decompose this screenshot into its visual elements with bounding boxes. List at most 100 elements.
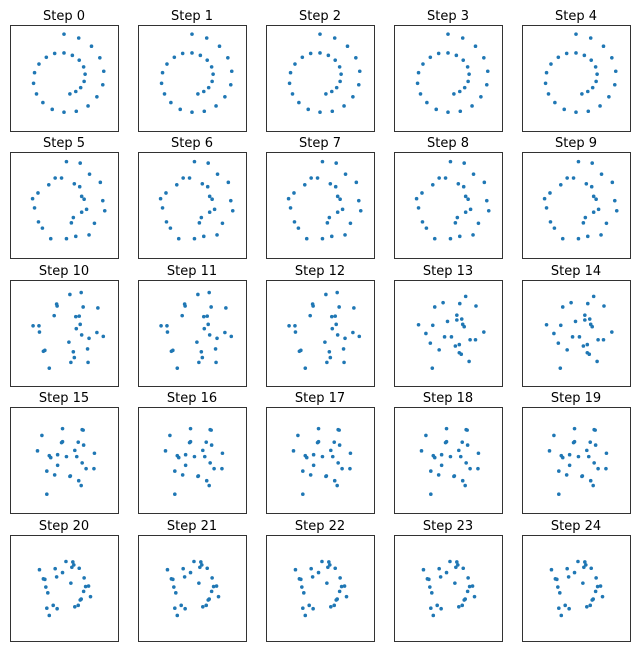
point (79, 483, 83, 488)
panel-frame (522, 535, 631, 642)
point (95, 330, 99, 335)
point (557, 492, 561, 497)
point (342, 104, 346, 108)
point (351, 94, 355, 99)
point (175, 613, 180, 618)
point (165, 567, 170, 572)
point (604, 451, 609, 456)
point (333, 314, 338, 318)
panel-frame (522, 407, 631, 514)
point (557, 469, 561, 473)
point (330, 326, 335, 331)
point (31, 323, 35, 328)
point (210, 197, 214, 202)
point (330, 454, 335, 459)
point (587, 317, 592, 321)
point (297, 349, 302, 354)
point (201, 89, 206, 94)
point (565, 348, 569, 352)
point (549, 567, 554, 572)
point (456, 182, 461, 186)
point (339, 72, 343, 76)
point (68, 474, 72, 479)
panel-title: Step 0 (43, 9, 85, 24)
point (448, 236, 453, 241)
point (84, 207, 89, 212)
point (356, 82, 361, 87)
panel-title: Step 1 (171, 9, 213, 24)
point (215, 172, 220, 176)
point (83, 72, 87, 76)
point (302, 182, 307, 187)
point (201, 604, 205, 609)
panel-title: Step 22 (295, 519, 345, 534)
point (452, 92, 456, 96)
point (335, 210, 340, 215)
point (461, 184, 466, 189)
point (98, 55, 102, 60)
point (296, 226, 301, 230)
point (164, 191, 168, 195)
point (169, 349, 174, 354)
point (444, 570, 449, 575)
point (160, 206, 165, 210)
point (199, 560, 203, 564)
panel-title: Step 8 (427, 136, 469, 151)
panel-title: Step 10 (39, 264, 89, 279)
point (589, 566, 594, 571)
point (78, 161, 82, 165)
panel-frame (10, 280, 119, 387)
point (464, 427, 468, 432)
point (348, 451, 353, 456)
point (165, 323, 169, 328)
point (229, 69, 234, 74)
point (344, 594, 349, 599)
point (600, 594, 605, 599)
point (548, 191, 552, 195)
point (446, 110, 450, 115)
point (69, 581, 73, 585)
point (160, 70, 165, 75)
point (293, 330, 298, 334)
point (415, 81, 420, 86)
point (585, 342, 590, 347)
point (323, 340, 327, 344)
point (208, 461, 212, 465)
panel-title: Step 20 (39, 519, 89, 534)
point (192, 236, 197, 241)
point (334, 85, 339, 90)
point (62, 51, 66, 55)
point (73, 314, 78, 319)
point (549, 62, 553, 66)
point (72, 355, 77, 360)
point (55, 463, 60, 468)
point (327, 560, 331, 564)
point (223, 94, 227, 99)
point (427, 577, 431, 582)
point (311, 606, 315, 611)
panel-frame (394, 25, 503, 132)
point (212, 207, 217, 212)
point (610, 330, 614, 334)
panel-frame (138, 535, 247, 642)
point (320, 159, 325, 164)
point (48, 455, 53, 460)
point (466, 576, 470, 580)
point (77, 184, 82, 189)
point (574, 32, 578, 36)
point (484, 198, 489, 203)
point (201, 314, 206, 319)
point (434, 107, 439, 112)
point (324, 292, 328, 297)
point (60, 570, 65, 575)
point (567, 606, 571, 611)
point (293, 323, 297, 328)
point (546, 92, 551, 96)
point (416, 323, 421, 327)
point (209, 589, 214, 594)
point (586, 454, 591, 459)
point (79, 194, 84, 199)
point (420, 191, 424, 195)
point (206, 598, 210, 602)
point (303, 613, 308, 618)
